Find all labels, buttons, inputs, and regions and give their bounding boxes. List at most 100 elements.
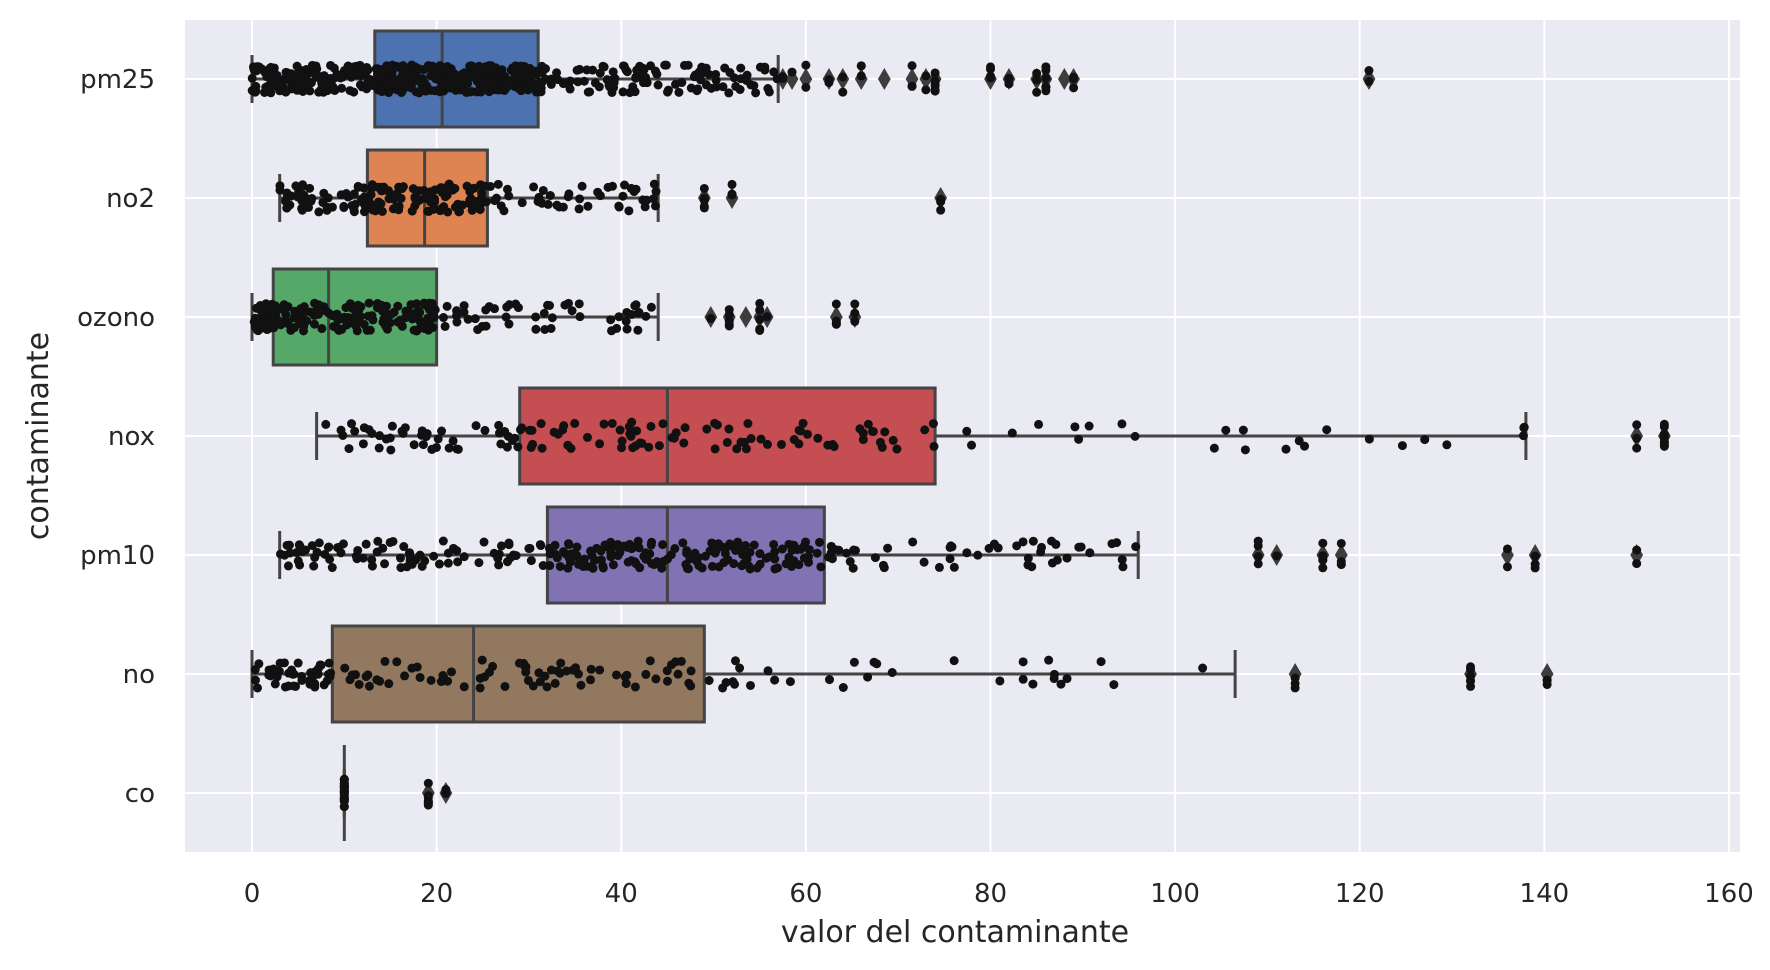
strip-point [967,440,977,450]
strip-point [598,561,608,571]
strip-point [502,302,512,312]
strip-point [1198,663,1208,673]
strip-point [973,550,983,560]
strip-point [452,317,462,327]
strip-point [680,423,690,433]
strip-point [651,201,661,211]
strip-point [804,557,814,567]
strip-point [1069,83,1079,93]
strip-point [504,538,514,548]
strip-point [1118,562,1128,572]
strip-point [1004,79,1014,89]
strip-point [850,316,860,326]
strip-point [1052,555,1062,565]
strip-point [545,561,555,571]
strip-point [443,558,453,568]
x-tick-label: 120 [1335,879,1385,909]
strip-point [547,313,557,323]
strip-point [662,676,672,686]
strip-point [350,426,360,436]
strip-point [387,60,397,70]
strip-point [445,181,455,191]
strip-point [1023,553,1033,563]
strip-point [488,661,498,671]
strip-point [384,88,394,98]
strip-point [553,666,563,676]
strip-point [583,87,593,97]
strip-point [530,81,540,91]
strip-point [888,435,898,445]
strip-point [1322,425,1332,435]
strip-point [945,554,955,564]
strip-point [428,303,438,313]
strip-point [326,83,336,93]
strip-point [466,194,476,204]
strip-point [452,306,462,316]
y-tick-label: ozono [77,303,155,333]
strip-point [1364,77,1374,87]
strip-point [1442,440,1452,450]
strip-point [293,556,303,566]
x-tick-label: 0 [244,879,261,909]
strip-point [266,671,276,681]
strip-point [499,76,509,86]
strip-point [317,324,327,334]
strip-point [679,438,689,448]
strip-point [345,191,355,201]
strip-point [1041,86,1051,96]
strip-point [682,546,692,556]
strip-point [282,203,292,213]
strip-point [540,671,550,681]
strip-point [500,681,510,691]
strip-point [467,205,477,215]
strip-point [936,205,946,215]
strip-point [762,312,772,322]
strip-point [281,196,291,206]
strip-point [459,307,469,317]
strip-point [442,190,452,200]
strip-point [646,302,656,312]
strip-point [302,68,312,78]
strip-point [446,667,456,677]
strip-point [1632,433,1642,443]
strip-point [339,203,349,213]
strip-point [699,183,709,193]
strip-point [707,538,717,548]
strip-point [1018,674,1028,684]
strip-point [253,303,263,313]
strip-point [359,423,369,433]
strip-point [283,73,293,83]
strip-point [738,550,748,560]
strip-point [834,545,844,555]
strip-point [326,668,336,678]
strip-point [545,300,555,310]
strip-point [381,301,391,311]
strip-point [1062,674,1072,684]
strip-point [878,560,888,570]
strip-point [575,194,585,204]
strip-point [724,88,734,98]
strip-point [1240,445,1250,455]
strip-point [427,444,437,454]
strip-point [1632,545,1642,555]
strip-point [760,62,770,72]
y-axis-ticks: pm25 no2 ozono nox pm10 no co [77,65,155,809]
strip-point [907,81,917,91]
strip-point [373,536,383,546]
strip-point [646,421,656,431]
strip-point [1397,441,1407,451]
strip-point [372,547,382,557]
strip-point [517,198,527,208]
strip-point [575,312,585,322]
strip-point [603,182,613,192]
strip-point [770,554,780,564]
strip-point [962,426,972,436]
y-tick-label: pm10 [80,541,155,571]
strip-point [712,420,722,430]
strip-point [732,444,742,454]
strip-point [506,65,516,75]
strip-point [374,443,384,453]
strip-point [626,183,636,193]
x-tick-label: 80 [974,879,1007,909]
x-tick-label: 140 [1520,879,1570,909]
